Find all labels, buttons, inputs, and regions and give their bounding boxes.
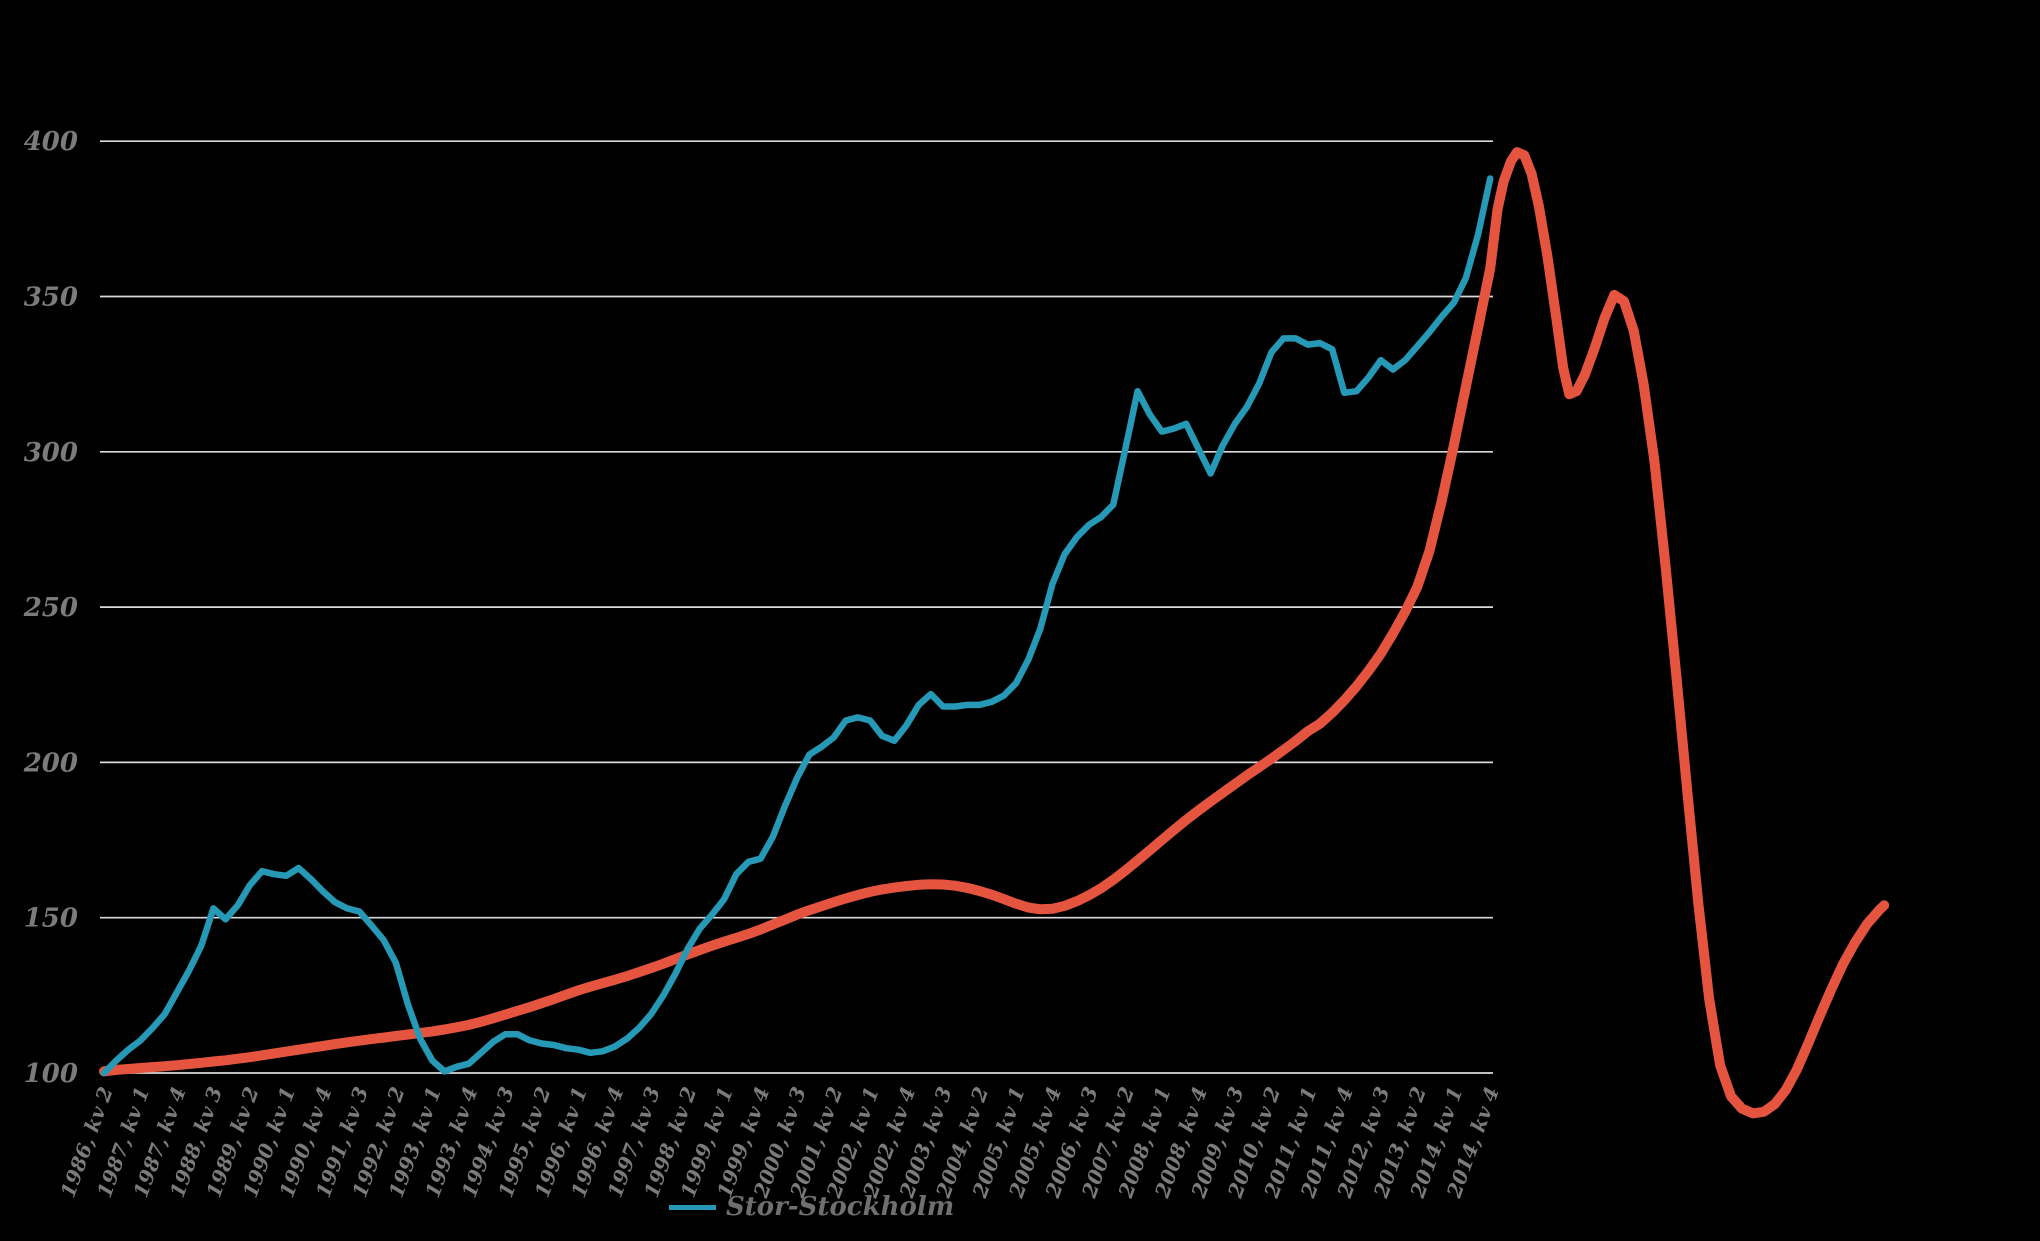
y-tick-label: 200 xyxy=(23,748,78,778)
y-tick-label: 100 xyxy=(24,1059,78,1089)
y-tick-label: 300 xyxy=(24,438,78,468)
series-line-stor-stockholm xyxy=(100,175,1494,1077)
y-tick-label: 150 xyxy=(24,904,78,934)
legend-line-swatch-stor-stockholm xyxy=(669,1204,716,1210)
legend: Stor-Stockholm xyxy=(669,1192,954,1222)
y-tick-label: 250 xyxy=(23,593,78,623)
legend-label-stor-stockholm: Stor-Stockholm xyxy=(726,1192,955,1222)
y-tick-label: 400 xyxy=(24,127,78,157)
y-tick-label: 350 xyxy=(24,283,78,313)
